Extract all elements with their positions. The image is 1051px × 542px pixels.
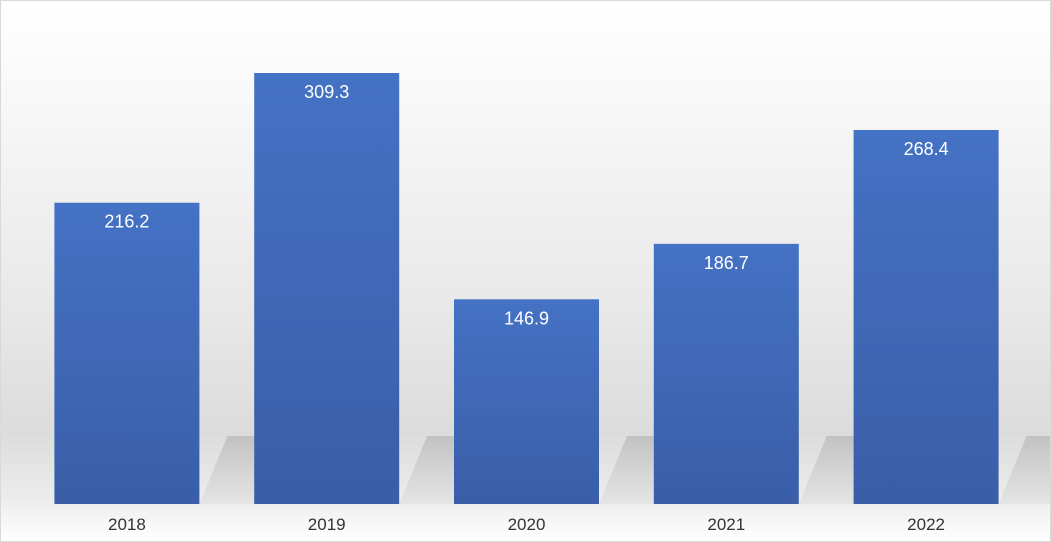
bar-2018: [54, 202, 200, 504]
bar-shadow: [998, 436, 1050, 504]
x-tick-label: 2021: [707, 515, 745, 534]
bars-group: [54, 73, 999, 505]
x-tick-label: 2018: [108, 515, 146, 534]
value-label: 186.7: [704, 253, 749, 273]
x-tick-labels-group: 2018 2019 2020 2021 2022: [108, 515, 945, 534]
value-label: 146.9: [504, 308, 549, 328]
value-labels-group: 216.2 309.3 146.9 186.7 268.4: [104, 82, 948, 328]
x-tick-label: 2020: [508, 515, 546, 534]
x-tick-label: 2022: [907, 515, 945, 534]
value-label: 268.4: [904, 139, 949, 159]
bar-2020: [454, 299, 599, 504]
bar-2021: [653, 243, 799, 505]
bar-2019: [254, 73, 400, 504]
value-label: 216.2: [104, 212, 149, 232]
bar-2022: [853, 129, 999, 504]
value-label: 309.3: [304, 82, 349, 102]
x-tick-label: 2019: [308, 515, 346, 534]
